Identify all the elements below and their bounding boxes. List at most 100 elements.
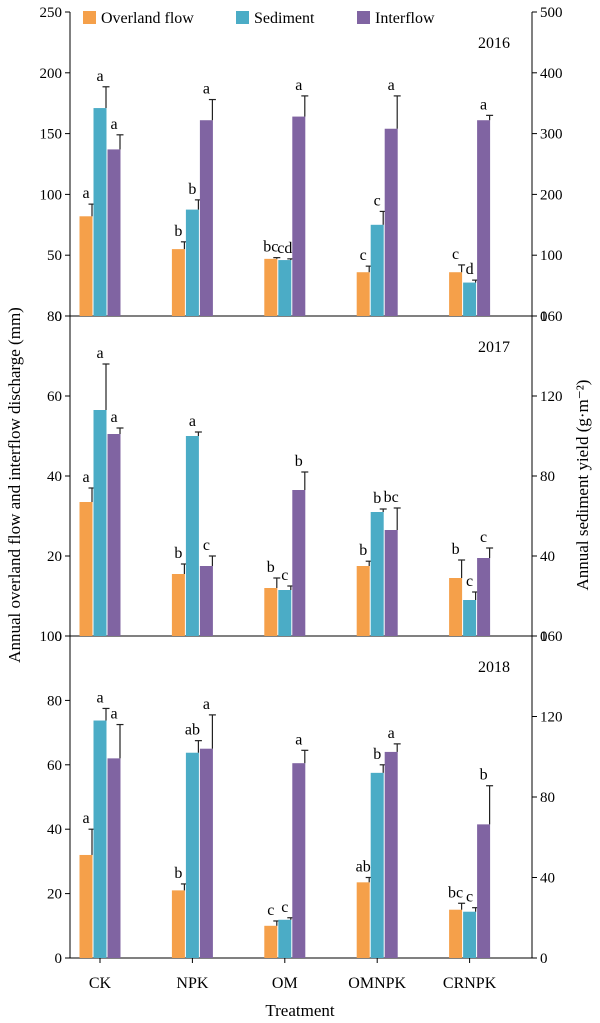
bar-sediment: [185, 752, 199, 958]
left-tick-label: 60: [47, 389, 62, 405]
left-tick-label: 80: [47, 309, 62, 325]
left-tick-label: 20: [47, 887, 62, 903]
category-label: NPK: [176, 975, 208, 992]
right-tick-label: 120: [540, 389, 563, 405]
significance-label: c: [203, 537, 210, 554]
significance-label: b: [174, 865, 182, 882]
bar-overland-flow: [264, 258, 278, 316]
left-tick-label: 50: [47, 248, 62, 264]
significance-label: b: [188, 181, 196, 198]
category-label: CRNPK: [443, 975, 497, 992]
left-tick-label: 20: [47, 549, 62, 565]
bar-sediment: [278, 590, 292, 636]
legend-label-0: Overland flow: [101, 10, 194, 27]
bar-interflow: [292, 763, 306, 958]
significance-label: ab: [356, 859, 371, 876]
significance-label: c: [480, 529, 487, 546]
bar-overland-flow: [79, 502, 93, 636]
bar-interflow: [199, 748, 213, 958]
left-tick-label: 250: [40, 5, 63, 21]
right-tick-label: 160: [540, 629, 563, 645]
bar-interflow: [107, 149, 121, 316]
bar-overland-flow: [449, 578, 463, 636]
right-tick-label: 160: [540, 309, 563, 325]
bar-sediment: [463, 282, 477, 316]
panel-year-label: 2016: [478, 35, 510, 52]
right-tick-label: 0: [540, 951, 548, 967]
significance-label: c: [281, 899, 288, 916]
bar-sediment: [463, 600, 477, 636]
significance-label: b: [174, 545, 182, 562]
bar-interflow: [199, 566, 213, 636]
bar-interflow: [292, 490, 306, 636]
bar-overland-flow: [171, 249, 185, 316]
left-tick-label: 40: [47, 822, 62, 838]
significance-label: c: [466, 889, 473, 906]
significance-label: a: [110, 409, 117, 426]
significance-label: a: [203, 696, 210, 713]
bar-interflow: [107, 434, 121, 636]
panel-year-label: 2018: [478, 659, 510, 676]
left-tick-label: 60: [47, 758, 62, 774]
category-label: OM: [272, 975, 298, 992]
x-axis-label: Treatment: [265, 1001, 335, 1020]
legend-label-2: Interflow: [375, 10, 435, 27]
bar-interflow: [199, 120, 213, 316]
significance-label: c: [466, 573, 473, 590]
right-tick-label: 0: [540, 309, 548, 325]
right-tick-label: 80: [540, 790, 555, 806]
bar-sediment: [93, 108, 107, 317]
left-tick-label: 40: [47, 469, 62, 485]
bar-overland-flow: [356, 566, 370, 636]
legend-swatch-1: [236, 11, 249, 24]
bar-overland-flow: [79, 216, 93, 316]
significance-label: b: [295, 453, 303, 470]
bar-interflow: [292, 116, 306, 317]
significance-label: c: [281, 567, 288, 584]
significance-label: b: [373, 490, 381, 507]
right-tick-label: 80: [540, 469, 555, 485]
significance-label: a: [480, 96, 487, 113]
significance-label: b: [267, 559, 275, 576]
significance-label: a: [96, 345, 103, 362]
bar-sediment: [278, 260, 292, 316]
panel-2018: 020406080100040801201602018aaaCKbabaNPKc…: [40, 629, 563, 992]
right-tick-label: 40: [540, 549, 555, 565]
bar-sediment: [370, 512, 384, 636]
legend-swatch-2: [357, 11, 370, 24]
significance-label: d: [466, 261, 474, 278]
bar-sediment: [370, 772, 384, 958]
bar-sediment: [278, 919, 292, 958]
significance-label: a: [295, 77, 302, 94]
left-tick-label: 200: [40, 66, 63, 82]
bar-interflow: [384, 128, 398, 316]
bar-sediment: [185, 436, 199, 636]
significance-label: cd: [277, 240, 292, 257]
bar-sediment: [463, 911, 477, 958]
left-tick-label: 0: [55, 309, 63, 325]
left-tick-label: 150: [40, 127, 63, 143]
right-tick-label: 500: [540, 5, 563, 21]
left-tick-label: 100: [40, 629, 63, 645]
significance-label: a: [388, 77, 395, 94]
left-axis-label: Annual overland flow and interflow disch…: [5, 307, 24, 663]
left-tick-label: 0: [55, 629, 63, 645]
bar-overland-flow: [171, 890, 185, 958]
bar-overland-flow: [449, 909, 463, 958]
significance-label: c: [374, 192, 381, 209]
legend-swatch-0: [83, 11, 96, 24]
significance-label: b: [174, 223, 182, 240]
significance-label: b: [373, 746, 381, 763]
significance-label: a: [189, 413, 196, 430]
significance-label: a: [82, 469, 89, 486]
significance-label: bc: [384, 489, 399, 506]
significance-label: b: [359, 542, 367, 559]
significance-label: a: [388, 725, 395, 742]
legend-label-1: Sediment: [254, 10, 315, 27]
significance-label: a: [82, 185, 89, 202]
bar-overland-flow: [356, 272, 370, 316]
right-axis-label: Annual sediment yield (g·m⁻²): [573, 380, 592, 591]
right-tick-label: 120: [540, 710, 563, 726]
bar-interflow: [477, 824, 491, 958]
significance-label: c: [360, 247, 367, 264]
